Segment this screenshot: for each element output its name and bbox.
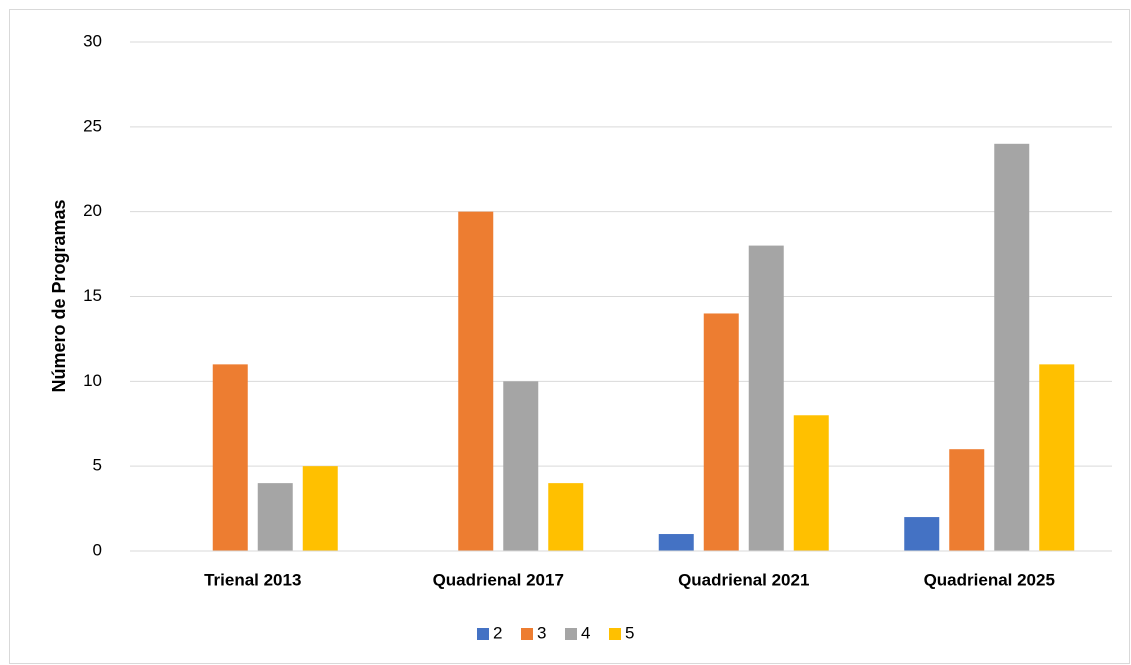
legend-label: 3 [537, 623, 546, 642]
bar [949, 449, 985, 551]
x-tick-label: Quadrienal 2025 [924, 570, 1055, 589]
bar [658, 534, 694, 551]
bar [503, 381, 539, 551]
y-tick-label: 10 [83, 371, 102, 390]
bar [748, 245, 784, 551]
y-tick-label: 30 [83, 31, 102, 50]
bar [703, 313, 739, 551]
bar [212, 364, 248, 551]
bar [548, 483, 584, 551]
legend-swatch [521, 628, 533, 640]
bar [793, 415, 829, 551]
x-tick-label: Trienal 2013 [204, 570, 301, 589]
legend-label: 2 [493, 623, 502, 642]
y-tick-label: 5 [93, 456, 102, 475]
legend-swatch [565, 628, 577, 640]
legend-label: 5 [625, 623, 634, 642]
legend-swatch [477, 628, 489, 640]
legend-label: 4 [581, 623, 590, 642]
y-tick-label: 20 [83, 201, 102, 220]
legend-swatch [609, 628, 621, 640]
bar [1039, 364, 1075, 551]
y-tick-label: 0 [93, 540, 102, 559]
chart-border [9, 9, 1130, 664]
y-tick-label: 15 [83, 286, 102, 305]
x-tick-label: Quadrienal 2017 [433, 570, 564, 589]
bar [458, 211, 494, 551]
bar [302, 466, 338, 551]
y-tick-label: 25 [83, 116, 102, 135]
y-axis-label: Número de Programas [49, 199, 69, 392]
x-tick-label: Quadrienal 2021 [678, 570, 809, 589]
bar [257, 483, 293, 551]
bar [904, 517, 940, 551]
bar [994, 143, 1030, 552]
